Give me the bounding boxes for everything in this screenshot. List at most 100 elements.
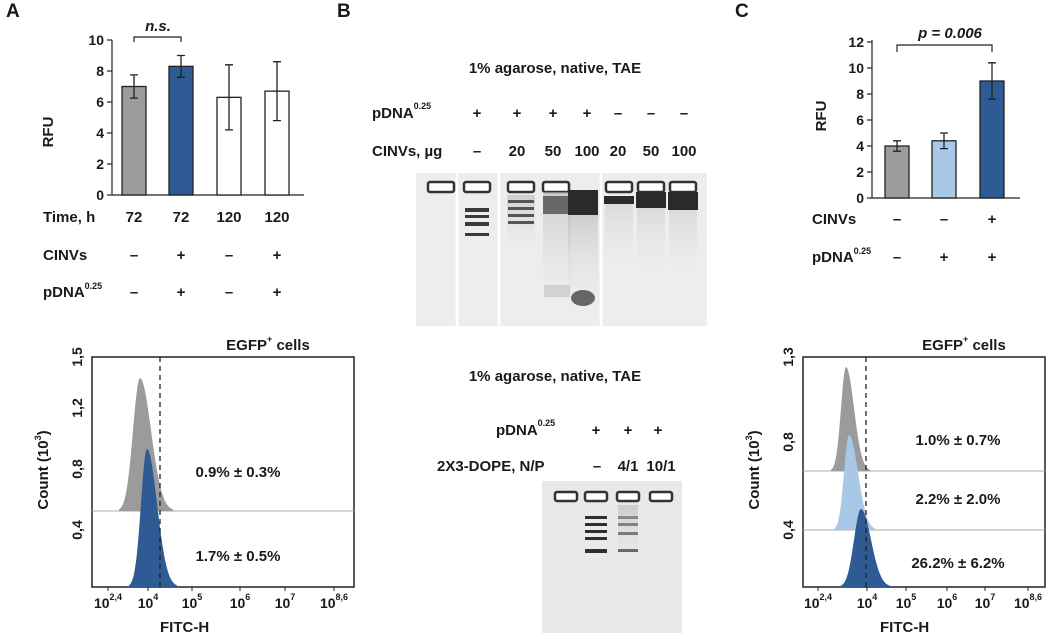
gel-2-pdna-value-1: + — [624, 422, 633, 439]
gel-1-pdna-band-3 — [465, 233, 489, 236]
barA-errorbar-2 — [225, 64, 233, 131]
bar-a-pdna-value-1: + — [177, 284, 186, 301]
hist-c-label-1: 2.2% ± 2.0% — [916, 491, 1001, 508]
gel-2: 1% agarose, native, TAE pDNA0.25 2X3-DOP… — [437, 368, 682, 633]
hist-a-ytick-label-1: 0,8 — [69, 459, 85, 479]
gel-1-cinvs-value-5: 50 — [643, 143, 660, 160]
bar-a-pdna-label: pDNA0.25 — [43, 281, 102, 301]
hist-c-xtick-label-1: 104 — [857, 592, 878, 611]
gel-2-np4-smear — [618, 505, 638, 555]
gel-1-well-4 — [604, 180, 634, 194]
bar-a-ylabel: RFU — [40, 117, 57, 148]
gel-1-nvs-smear-2 — [669, 210, 697, 270]
gel-2-pdna-band-0 — [585, 516, 607, 519]
bar-a-significance-bracket — [133, 36, 182, 42]
panel-letter-c: C — [735, 1, 749, 22]
gel-1-nvs-band-1 — [636, 192, 666, 208]
hist-c-frame — [802, 356, 1046, 588]
gel-1-band-20-0 — [508, 200, 534, 203]
bar-a-time-value-3: 120 — [264, 209, 289, 226]
hist-a-peak-0 — [119, 378, 173, 511]
gel-1-nvs-band-2 — [668, 192, 698, 210]
hist-c-xtick-label-3: 106 — [937, 592, 958, 611]
barC-ytick-label-4: 8 — [856, 86, 864, 102]
gel-1-nvs-band-0 — [604, 196, 634, 204]
hist-c-xtick-label-5: 108,6 — [1014, 592, 1042, 611]
gel-1-smear-20 — [507, 195, 535, 245]
barA-bar-2 — [216, 96, 242, 196]
gel-2-well-3 — [648, 490, 674, 503]
bar-a-cinvs-label: CINVs — [43, 247, 87, 264]
hist-a-label-0: 0.9% ± 0.3% — [196, 464, 281, 481]
bar-a-time-label: Time, h — [43, 209, 95, 226]
gel-2-well-0 — [553, 490, 579, 503]
hist-c-ytick-label-2: 1,3 — [780, 347, 796, 367]
barA-errorbar-1 — [177, 54, 185, 78]
panel-letter-a: A — [6, 1, 20, 22]
gel-2-pdna-value-2: + — [654, 422, 663, 439]
hist-a-xtick-label-3: 106 — [230, 592, 251, 611]
barC-bar-1 — [931, 140, 957, 199]
gel-2-pdna-band-1 — [585, 523, 607, 526]
bar-c-pdna-value-0: – — [893, 249, 901, 266]
bar-c-cinvs-value-1: – — [940, 211, 948, 228]
bar-a-cinvs-value-2: – — [225, 247, 233, 264]
hist-c-peak-1 — [834, 435, 876, 530]
gel-1-cinvs-value-4: 20 — [610, 143, 627, 160]
gel-1-band-50 — [543, 196, 571, 214]
bar-a-pdna-value-3: + — [273, 284, 282, 301]
gel-1-cinvs-value-3: 100 — [574, 143, 599, 160]
barA-ytick-label-2: 4 — [96, 125, 104, 141]
gel-1-cinvs-value-1: 20 — [509, 143, 526, 160]
gel-1-pdna-value-3: + — [583, 105, 592, 122]
gel-1-band-100 — [568, 190, 598, 215]
bar-c-significance-label: p = 0.006 — [917, 25, 982, 42]
gel-1-pdna-band-1 — [465, 215, 489, 218]
barA-errorbar-0 — [130, 74, 138, 99]
gel-1-well-3 — [541, 180, 571, 194]
hist-c-xtick-label-0: 102,4 — [804, 592, 832, 611]
hist-a-xtick-label-0: 102,4 — [94, 592, 122, 611]
barC-ytick-label-1: 2 — [856, 164, 864, 180]
gel-1-nvs-smear-1 — [637, 208, 665, 268]
gel-1-pdna-label: pDNA0.25 — [372, 101, 431, 122]
bar-a-cinvs-value-3: + — [273, 247, 282, 264]
gel-1-pdna-value-2: + — [549, 105, 558, 122]
bar-c-cinvs-label: CINVs — [812, 211, 856, 228]
gel-1-pdna-value-5: – — [647, 105, 655, 122]
bar-c-cinvs-value-2: + — [988, 211, 997, 228]
gel-1-image — [416, 173, 707, 326]
barC-errorbar-2 — [988, 62, 996, 100]
gel-1-pdna-value-1: + — [513, 105, 522, 122]
bar-a-pdna-value-2: – — [225, 284, 233, 301]
barC-ytick-label-0: 0 — [856, 190, 864, 206]
gel-1-cinvs-value-2: 50 — [545, 143, 562, 160]
barA-errorbar-3 — [273, 61, 281, 122]
barA-ytick-label-5: 10 — [88, 32, 104, 48]
barC-errorbar-1 — [940, 132, 948, 150]
hist-a-xtick-label-1: 104 — [138, 592, 159, 611]
gel-1-band-20-1 — [508, 207, 534, 210]
hist-c-ytick-label-1: 0,8 — [780, 432, 796, 452]
barA-ytick-label-1: 2 — [96, 156, 104, 172]
gel-2-pdna-band-3 — [585, 537, 607, 540]
gel-1-cinvs-value-6: 100 — [671, 143, 696, 160]
gel-1-pdna-value-6: – — [680, 105, 688, 122]
gel-1-band-20-3 — [508, 221, 534, 224]
barC-errorbar-0 — [893, 140, 901, 152]
gel-1-band-20-2 — [508, 214, 534, 217]
bar-chart-c: RFU 0 2 4 6 8 10 12 p = 0.006 CINVs pDNA0.25 –… — [812, 25, 1020, 266]
bar-c-cinvs-value-0: – — [893, 211, 901, 228]
gel-2-well-2 — [615, 490, 641, 503]
hist-c-ytick-label-0: 0,4 — [780, 520, 796, 540]
gel-1-low-smear-50 — [544, 285, 570, 297]
hist-a-ytick-label-2: 1,2 — [69, 398, 85, 418]
gel-2-np-value-2: 10/1 — [646, 458, 675, 475]
hist-a-label-1: 1.7% ± 0.5% — [196, 548, 281, 565]
bar-a-time-value-0: 72 — [126, 209, 143, 226]
hist-c-xlabel: FITC-H — [880, 619, 929, 636]
barC-ytick-label-3: 6 — [856, 112, 864, 128]
bar-a-cinvs-value-1: + — [177, 247, 186, 264]
gel-1-well-0 — [426, 180, 456, 194]
